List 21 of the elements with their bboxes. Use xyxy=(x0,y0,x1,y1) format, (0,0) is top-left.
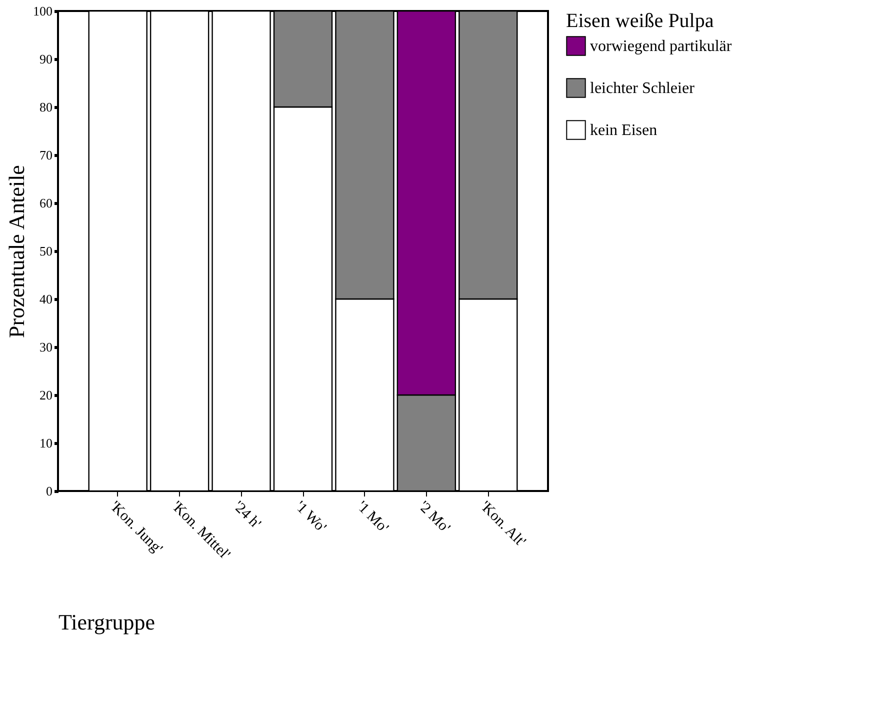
x-axis-title: Tiergruppe xyxy=(58,609,156,634)
legend-title: Eisen weiße Pulpa xyxy=(566,10,714,32)
y-tick-label: 100 xyxy=(33,4,52,18)
y-tick-label: 50 xyxy=(40,244,52,258)
x-tick-label: '1 Wo' xyxy=(292,498,330,536)
x-tick-label: '24 h' xyxy=(230,498,264,532)
y-tick-label: 80 xyxy=(40,100,52,114)
legend-label: kein Eisen xyxy=(590,122,658,139)
y-tick-label: 70 xyxy=(40,148,52,162)
y-tick-label: 40 xyxy=(40,292,52,306)
y-tick-label: 90 xyxy=(40,52,52,66)
legend-label: leichter Schleier xyxy=(590,80,696,97)
y-tick-label: 0 xyxy=(46,484,52,498)
y-tick-label: 10 xyxy=(40,436,52,450)
legend-label: vorwiegend partikulär xyxy=(590,38,732,55)
x-tick-label: '2 Mo' xyxy=(415,498,454,537)
y-tick-label: 20 xyxy=(40,388,52,402)
y-tick-label: 30 xyxy=(40,340,52,354)
y-tick-label: 60 xyxy=(40,196,52,210)
y-axis-title: Prozentuale Anteile xyxy=(4,165,29,338)
x-tick-label: '1 Mo' xyxy=(353,498,392,537)
